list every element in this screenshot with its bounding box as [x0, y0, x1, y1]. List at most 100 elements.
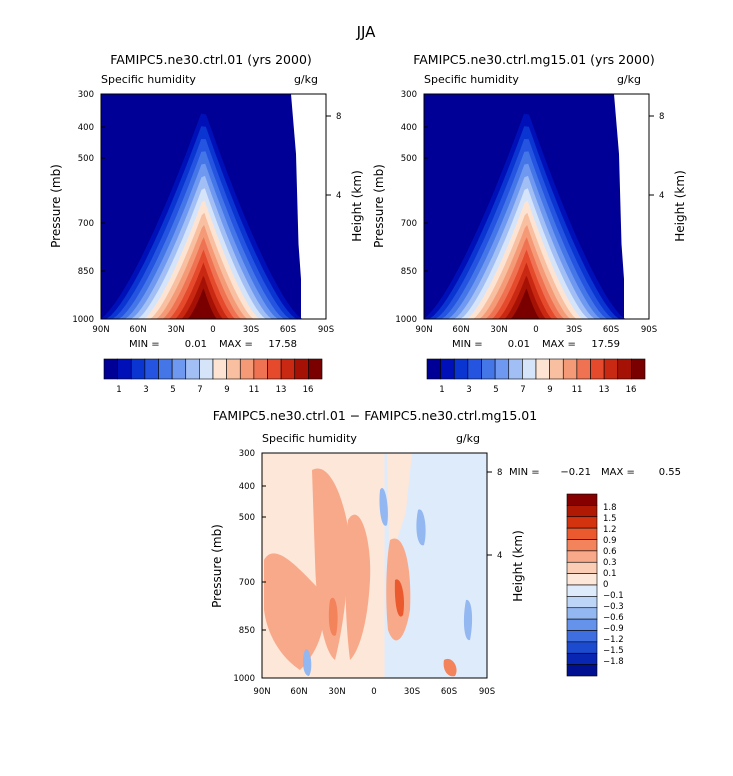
contour-band — [463, 599, 473, 641]
y-axis-label: Pressure (mb) — [372, 164, 386, 248]
colorbar-swatch — [467, 358, 482, 380]
colorbar-swatch — [171, 358, 187, 380]
y-right-tick: 8 — [659, 112, 664, 122]
contour-field — [100, 93, 327, 320]
x-tick: 0 — [533, 325, 538, 335]
colorbar-swatch — [185, 358, 200, 380]
colorbar-label: 1.8 — [603, 503, 617, 513]
colorbar-label: 1 — [439, 385, 444, 395]
y-right-tick: 4 — [659, 191, 664, 201]
x-tick: 30S — [566, 325, 582, 335]
colorbar-label: 0.9 — [603, 536, 617, 546]
stats: MIN = 0.01 MAX = 17.59 — [452, 339, 620, 350]
x-ticks: 90N 60N 30N 0 30S 60S 90S — [253, 687, 495, 697]
x-ticks: 90N 60N 30N 0 30S 60S 90S — [415, 325, 657, 335]
stats: MIN = 0.01 MAX = 17.58 — [129, 339, 297, 350]
y-tick: 500 — [239, 513, 255, 523]
colorbar — [566, 493, 598, 677]
colorbar-swatch — [535, 358, 550, 380]
max-value: 17.58 — [268, 339, 297, 350]
colorbar-swatch — [253, 358, 268, 380]
colorbar-swatch — [481, 358, 496, 380]
y-right-axis-label: Height (km) — [350, 170, 364, 241]
contour-band — [394, 579, 405, 617]
y-tick: 500 — [78, 154, 94, 164]
panel-title: FAMIPC5.ne30.ctrl.01 (yrs 2000) — [110, 52, 312, 67]
contour-band — [387, 453, 412, 563]
y-tick: 850 — [239, 626, 255, 636]
colorbar-swatch — [590, 358, 605, 380]
colorbar-swatch — [566, 664, 598, 677]
panel-difference: FAMIPC5.ne30.ctrl.01 − FAMIPC5.ne30.ctrl… — [210, 408, 681, 697]
min-label: MIN = — [452, 339, 483, 350]
x-tick: 60N — [452, 325, 469, 335]
colorbar-label: −0.6 — [603, 613, 624, 623]
colorbar-label: 0 — [603, 580, 608, 590]
x-tick: 30N — [167, 325, 184, 335]
y-right-tick: 4 — [497, 551, 502, 561]
y-tick: 300 — [78, 90, 94, 100]
colorbar-swatch — [453, 358, 469, 380]
y-ticks: 300 400 500 700 850 1000 — [233, 449, 266, 684]
colorbar-label: 16 — [303, 385, 314, 395]
contour-band — [443, 658, 457, 677]
colorbar-swatch — [566, 584, 598, 597]
contour-band — [416, 509, 426, 546]
y-tick: 700 — [239, 578, 255, 588]
y-tick: 400 — [78, 123, 94, 133]
y-tick: 400 — [401, 123, 417, 133]
colorbar-label: 0.3 — [603, 558, 617, 568]
min-value: −0.21 — [560, 467, 591, 478]
colorbar-swatch — [566, 641, 598, 654]
max-label: MAX = — [542, 339, 576, 350]
y-right-tick: 8 — [497, 468, 502, 478]
colorbar-swatch — [566, 527, 598, 540]
contour-band — [264, 553, 324, 670]
colorbar-label: 16 — [626, 385, 637, 395]
colorbar-label: 13 — [276, 385, 287, 395]
colorbar-label: 7 — [197, 385, 202, 395]
colorbar-label: 3 — [143, 385, 148, 395]
colorbar-label: 0.1 — [603, 569, 617, 579]
y-right-axis-label: Height (km) — [673, 170, 687, 241]
colorbar-label: −1.2 — [603, 635, 624, 645]
colorbar-swatch — [566, 493, 598, 506]
page-title: JJA — [356, 23, 377, 41]
y-right-ticks: 8 4 — [326, 112, 341, 201]
x-tick: 30S — [404, 687, 420, 697]
colorbar-label: 9 — [547, 385, 552, 395]
panel-mg15: FAMIPC5.ne30.ctrl.mg15.01 (yrs 2000) Spe… — [372, 52, 687, 395]
colorbar-swatch — [212, 358, 227, 380]
colorbar-label: −1.8 — [603, 657, 624, 667]
colorbar-swatch — [566, 550, 598, 563]
panel-title: FAMIPC5.ne30.ctrl.mg15.01 (yrs 2000) — [413, 52, 655, 67]
colorbar-swatch — [144, 358, 159, 380]
x-tick: 30N — [328, 687, 345, 697]
x-tick: 90N — [92, 325, 109, 335]
colorbar-label: 11 — [572, 385, 583, 395]
colorbar-label: 0.6 — [603, 547, 617, 557]
colorbar-labels: 1.8 1.5 1.2 0.9 0.6 0.3 0.1 0 −0.1 −0.3 … — [603, 503, 624, 667]
x-tick: 90N — [415, 325, 432, 335]
humidity-contours — [424, 94, 626, 319]
min-label: MIN = — [129, 339, 160, 350]
contour-band — [312, 468, 350, 660]
colorbar-swatch — [280, 358, 296, 380]
contour-field — [261, 452, 488, 679]
max-label: MAX = — [219, 339, 253, 350]
min-value: 0.01 — [508, 339, 530, 350]
colorbar-swatch — [566, 652, 598, 665]
colorbar-swatch — [440, 358, 455, 380]
max-label: MAX = — [601, 467, 635, 478]
x-tick: 0 — [210, 325, 215, 335]
colorbar-label: 11 — [249, 385, 260, 395]
x-tick: 60N — [290, 687, 307, 697]
colorbar-swatch — [566, 596, 598, 609]
y-tick: 700 — [401, 219, 417, 229]
colorbar-swatch — [522, 358, 537, 380]
x-tick: 30S — [243, 325, 259, 335]
y-tick: 300 — [401, 90, 417, 100]
colorbar-label: −1.5 — [603, 646, 624, 656]
x-tick: 90S — [641, 325, 657, 335]
